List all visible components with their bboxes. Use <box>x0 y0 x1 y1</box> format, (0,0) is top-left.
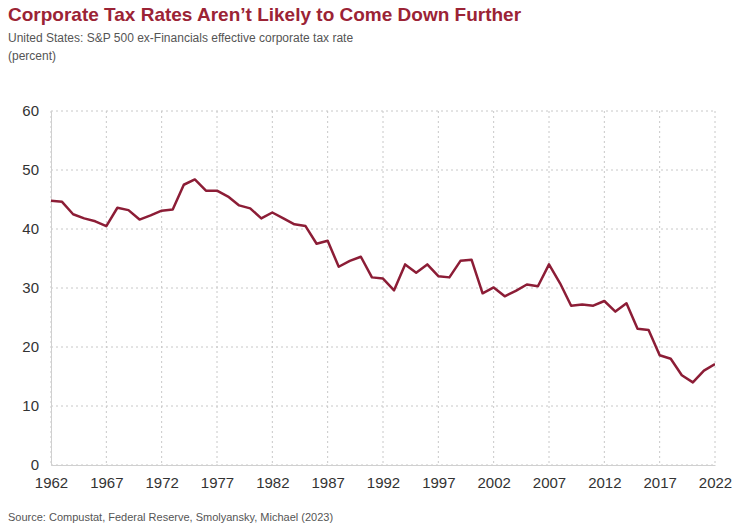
y-tick-label: 20 <box>22 338 39 355</box>
grid-line-x <box>438 111 439 465</box>
grid-line-x <box>161 111 162 465</box>
x-tick-label: 1997 <box>422 474 455 491</box>
x-tick-label: 2022 <box>699 474 732 491</box>
grid-line-x <box>327 111 328 465</box>
grid-line-x <box>604 111 605 465</box>
grid-line-x <box>659 111 660 465</box>
grid-line-x <box>217 111 218 465</box>
y-tick-label: 50 <box>22 161 39 178</box>
y-axis: 0 10 20 30 40 50 60 <box>22 102 51 473</box>
y-tick: 40 <box>22 220 51 237</box>
x-tick-label: 2012 <box>588 474 621 491</box>
x-tick-label: 2007 <box>533 474 566 491</box>
y-tick: 20 <box>22 338 51 355</box>
grid-line-x <box>715 111 716 465</box>
y-tick-label: 40 <box>22 220 39 237</box>
plot-area <box>51 179 715 382</box>
x-tick-label: 2002 <box>477 474 510 491</box>
x-tick: 2017 <box>643 465 676 491</box>
y-tick: 10 <box>22 397 51 414</box>
title: Corporate Tax Rates Aren’t Likely to Com… <box>8 4 522 25</box>
y-tick: 0 <box>31 456 51 473</box>
y-tick: 30 <box>22 279 51 296</box>
x-tick-label: 1982 <box>256 474 289 491</box>
x-tick: 2012 <box>588 465 621 491</box>
x-tick-label: 1992 <box>367 474 400 491</box>
grid-line-x <box>51 111 52 465</box>
x-tick: 1962 <box>35 465 68 491</box>
data-line <box>51 179 715 382</box>
grid-line-x <box>272 111 273 465</box>
x-tick-label: 1962 <box>35 474 68 491</box>
y-tick-label: 60 <box>22 102 39 119</box>
x-tick: 1987 <box>311 465 344 491</box>
x-tick: 1972 <box>145 465 178 491</box>
x-tick: 1982 <box>256 465 289 491</box>
x-tick: 2022 <box>699 465 732 491</box>
y-axis-line <box>51 112 52 466</box>
x-tick: 1992 <box>367 465 400 491</box>
grid-line-y <box>51 170 715 171</box>
x-tick: 1997 <box>422 465 455 491</box>
y-tick-label: 30 <box>22 279 39 296</box>
x-tick: 2002 <box>477 465 510 491</box>
grid <box>51 111 715 465</box>
y-axis-label: (percent) <box>8 49 56 63</box>
grid-line-x <box>549 111 550 465</box>
y-tick-label: 0 <box>31 456 39 473</box>
x-tick-label: 1987 <box>311 474 344 491</box>
x-tick-label: 2017 <box>643 474 676 491</box>
source: Source: Compustat, Federal Reserve, Smol… <box>8 511 333 523</box>
x-tick: 1967 <box>90 465 123 491</box>
x-tick: 2007 <box>533 465 566 491</box>
grid-line-y <box>51 465 715 466</box>
grid-line-y <box>51 229 715 230</box>
y-tick: 60 <box>22 102 51 119</box>
x-axis: 1962 1967 1972 1977 1982 1987 1992 1997 2002 2007… <box>35 465 732 491</box>
chart: Corporate Tax Rates Aren’t Likely to Com… <box>0 0 738 529</box>
x-tick-label: 1972 <box>145 474 178 491</box>
x-tick-label: 1977 <box>201 474 234 491</box>
x-tick-label: 1967 <box>90 474 123 491</box>
grid-line-x <box>383 111 384 465</box>
grid-line-x <box>106 111 107 465</box>
subtitle: United States: S&P 500 ex-Financials eff… <box>8 31 353 45</box>
x-axis-line <box>52 465 716 466</box>
x-tick: 1977 <box>201 465 234 491</box>
y-tick: 50 <box>22 161 51 178</box>
y-tick-label: 10 <box>22 397 39 414</box>
